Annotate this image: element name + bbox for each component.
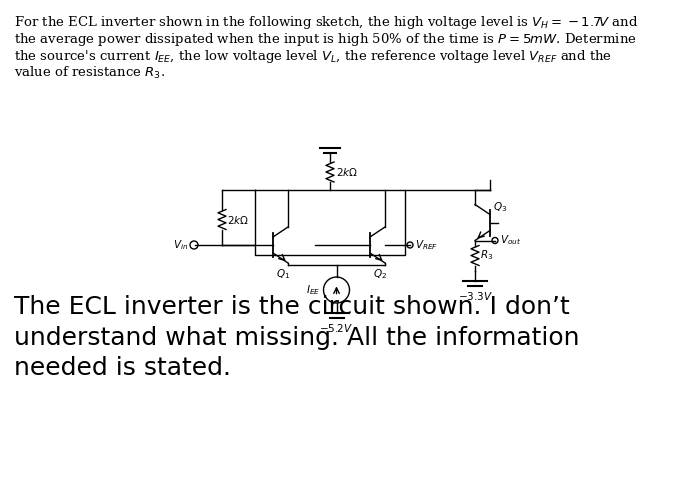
- Text: $Q_1$: $Q_1$: [276, 267, 290, 281]
- Text: $-3.3V$: $-3.3V$: [458, 290, 492, 302]
- Text: $V_{out}$: $V_{out}$: [500, 234, 521, 248]
- Text: $Q_2$: $Q_2$: [373, 267, 387, 281]
- Text: $2k\Omega$: $2k\Omega$: [336, 166, 358, 178]
- Text: $R_3$: $R_3$: [480, 249, 493, 262]
- Text: the average power dissipated when the input is high 50% of the time is $P = 5mW$: the average power dissipated when the in…: [14, 31, 637, 48]
- Text: $V_{REF}$: $V_{REF}$: [415, 238, 438, 252]
- Text: $Q_3$: $Q_3$: [493, 201, 507, 215]
- Text: For the ECL inverter shown in the following sketch, the high voltage level is $V: For the ECL inverter shown in the follow…: [14, 14, 638, 31]
- Text: the source's current $I_{EE}$, the low voltage level $V_L$, the reference voltag: the source's current $I_{EE}$, the low v…: [14, 48, 612, 65]
- Text: $I_{EE}$: $I_{EE}$: [306, 283, 321, 297]
- Text: value of resistance $R_3$.: value of resistance $R_3$.: [14, 65, 165, 81]
- Text: $-5.2V$: $-5.2V$: [319, 322, 354, 334]
- Text: $V_{in}$: $V_{in}$: [173, 238, 188, 252]
- Text: $2k\Omega$: $2k\Omega$: [227, 214, 249, 226]
- Text: The ECL inverter is the circuit shown. I don’t
understand what missing. All the : The ECL inverter is the circuit shown. I…: [14, 295, 579, 380]
